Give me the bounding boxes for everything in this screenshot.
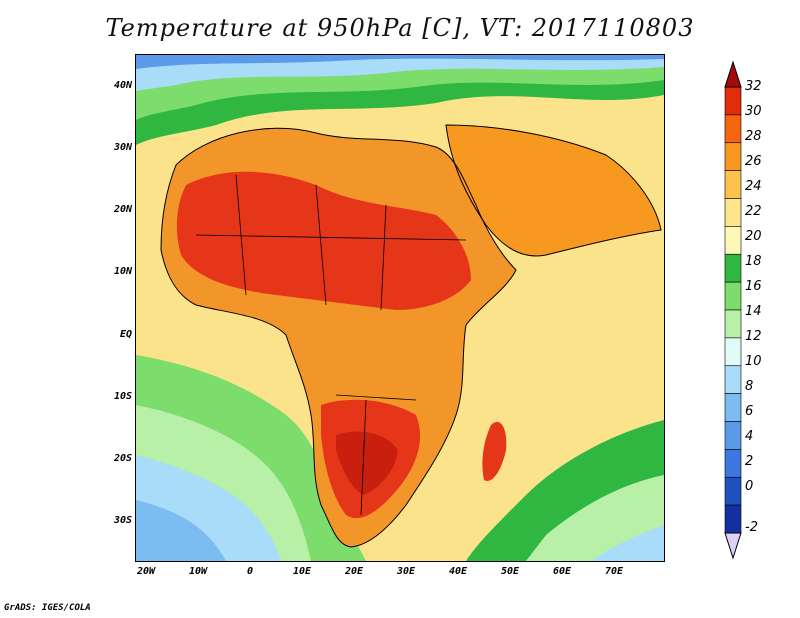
colorbar-segment: [724, 142, 742, 171]
colorbar-label-12: 12: [745, 329, 762, 344]
colorbar-segment: [724, 86, 742, 116]
colorbar-label-14: 14: [745, 304, 762, 319]
colorbar-segment: [724, 365, 742, 394]
colorbar-label-26: 26: [745, 154, 762, 169]
colorbar-label-22: 22: [745, 204, 762, 219]
lon-label-40e: 40E: [448, 566, 468, 577]
colorbar-label-30: 30: [745, 104, 762, 119]
colorbar-label-24: 24: [745, 179, 762, 194]
colorbar-label-20: 20: [745, 229, 762, 244]
map-title: Temperature at 950hPa [C], VT: 201711080…: [105, 14, 695, 42]
colorbar-segment: [724, 198, 742, 227]
lat-label-30n: 30N: [113, 142, 132, 153]
colorbar-label-0: 0: [745, 479, 754, 494]
colorbar-label-28: 28: [745, 129, 762, 144]
lon-label-50e: 50E: [500, 566, 520, 577]
lon-label-60e: 60E: [552, 566, 572, 577]
colorbar-segment: [724, 421, 742, 450]
colorbar-label-32: 32: [745, 79, 762, 94]
colorbar-label-2: 2: [745, 454, 754, 469]
colorbar-segment: [724, 309, 742, 339]
colorbar-label-10: 10: [745, 354, 762, 369]
colorbar-segment: [724, 281, 742, 311]
lat-label-10s: 10S: [113, 391, 132, 402]
lon-label-10e: 10E: [292, 566, 312, 577]
colorbar-segment: [724, 170, 742, 199]
lon-label-20e: 20E: [344, 566, 364, 577]
colorbar-label-4: 4: [745, 429, 754, 444]
colorbar-segment: [724, 476, 742, 506]
lat-label-40n: 40N: [113, 80, 132, 91]
colorbar-label-16: 16: [745, 279, 762, 294]
lon-label-0: 0: [246, 566, 254, 577]
lat-label-20s: 20S: [113, 453, 132, 464]
colorbar-top-arrow: [724, 60, 742, 88]
lon-label-70e: 70E: [604, 566, 624, 577]
colorbar-label-6: 6: [745, 404, 754, 419]
lat-label-30s: 30S: [113, 515, 132, 526]
colorbar-bottom-arrow: [724, 532, 742, 560]
temperature-map[interactable]: [135, 54, 665, 562]
grads-credit: GrADS: IGES/COLA: [4, 603, 91, 613]
colorbar-segment: [724, 337, 742, 367]
colorbar-segment: [724, 393, 742, 422]
colorbar-segment: [724, 504, 742, 534]
lon-label-30e: 30E: [396, 566, 416, 577]
colorbar-segment: [724, 226, 742, 255]
colorbar-label-8: 8: [745, 379, 754, 394]
lat-label-10n: 10N: [113, 266, 132, 277]
colorbar-segment: [724, 449, 742, 478]
temperature-field: [136, 55, 664, 561]
colorbar-segment: [724, 253, 742, 283]
colorbar-label-minus2: -2: [745, 520, 758, 535]
lon-label-10w: 10W: [188, 566, 208, 577]
lat-label-eq: EQ: [119, 329, 132, 340]
lon-label-20w: 20W: [136, 566, 156, 577]
lat-label-20n: 20N: [113, 204, 132, 215]
colorbar-segment: [724, 114, 742, 144]
colorbar-label-18: 18: [745, 254, 762, 269]
